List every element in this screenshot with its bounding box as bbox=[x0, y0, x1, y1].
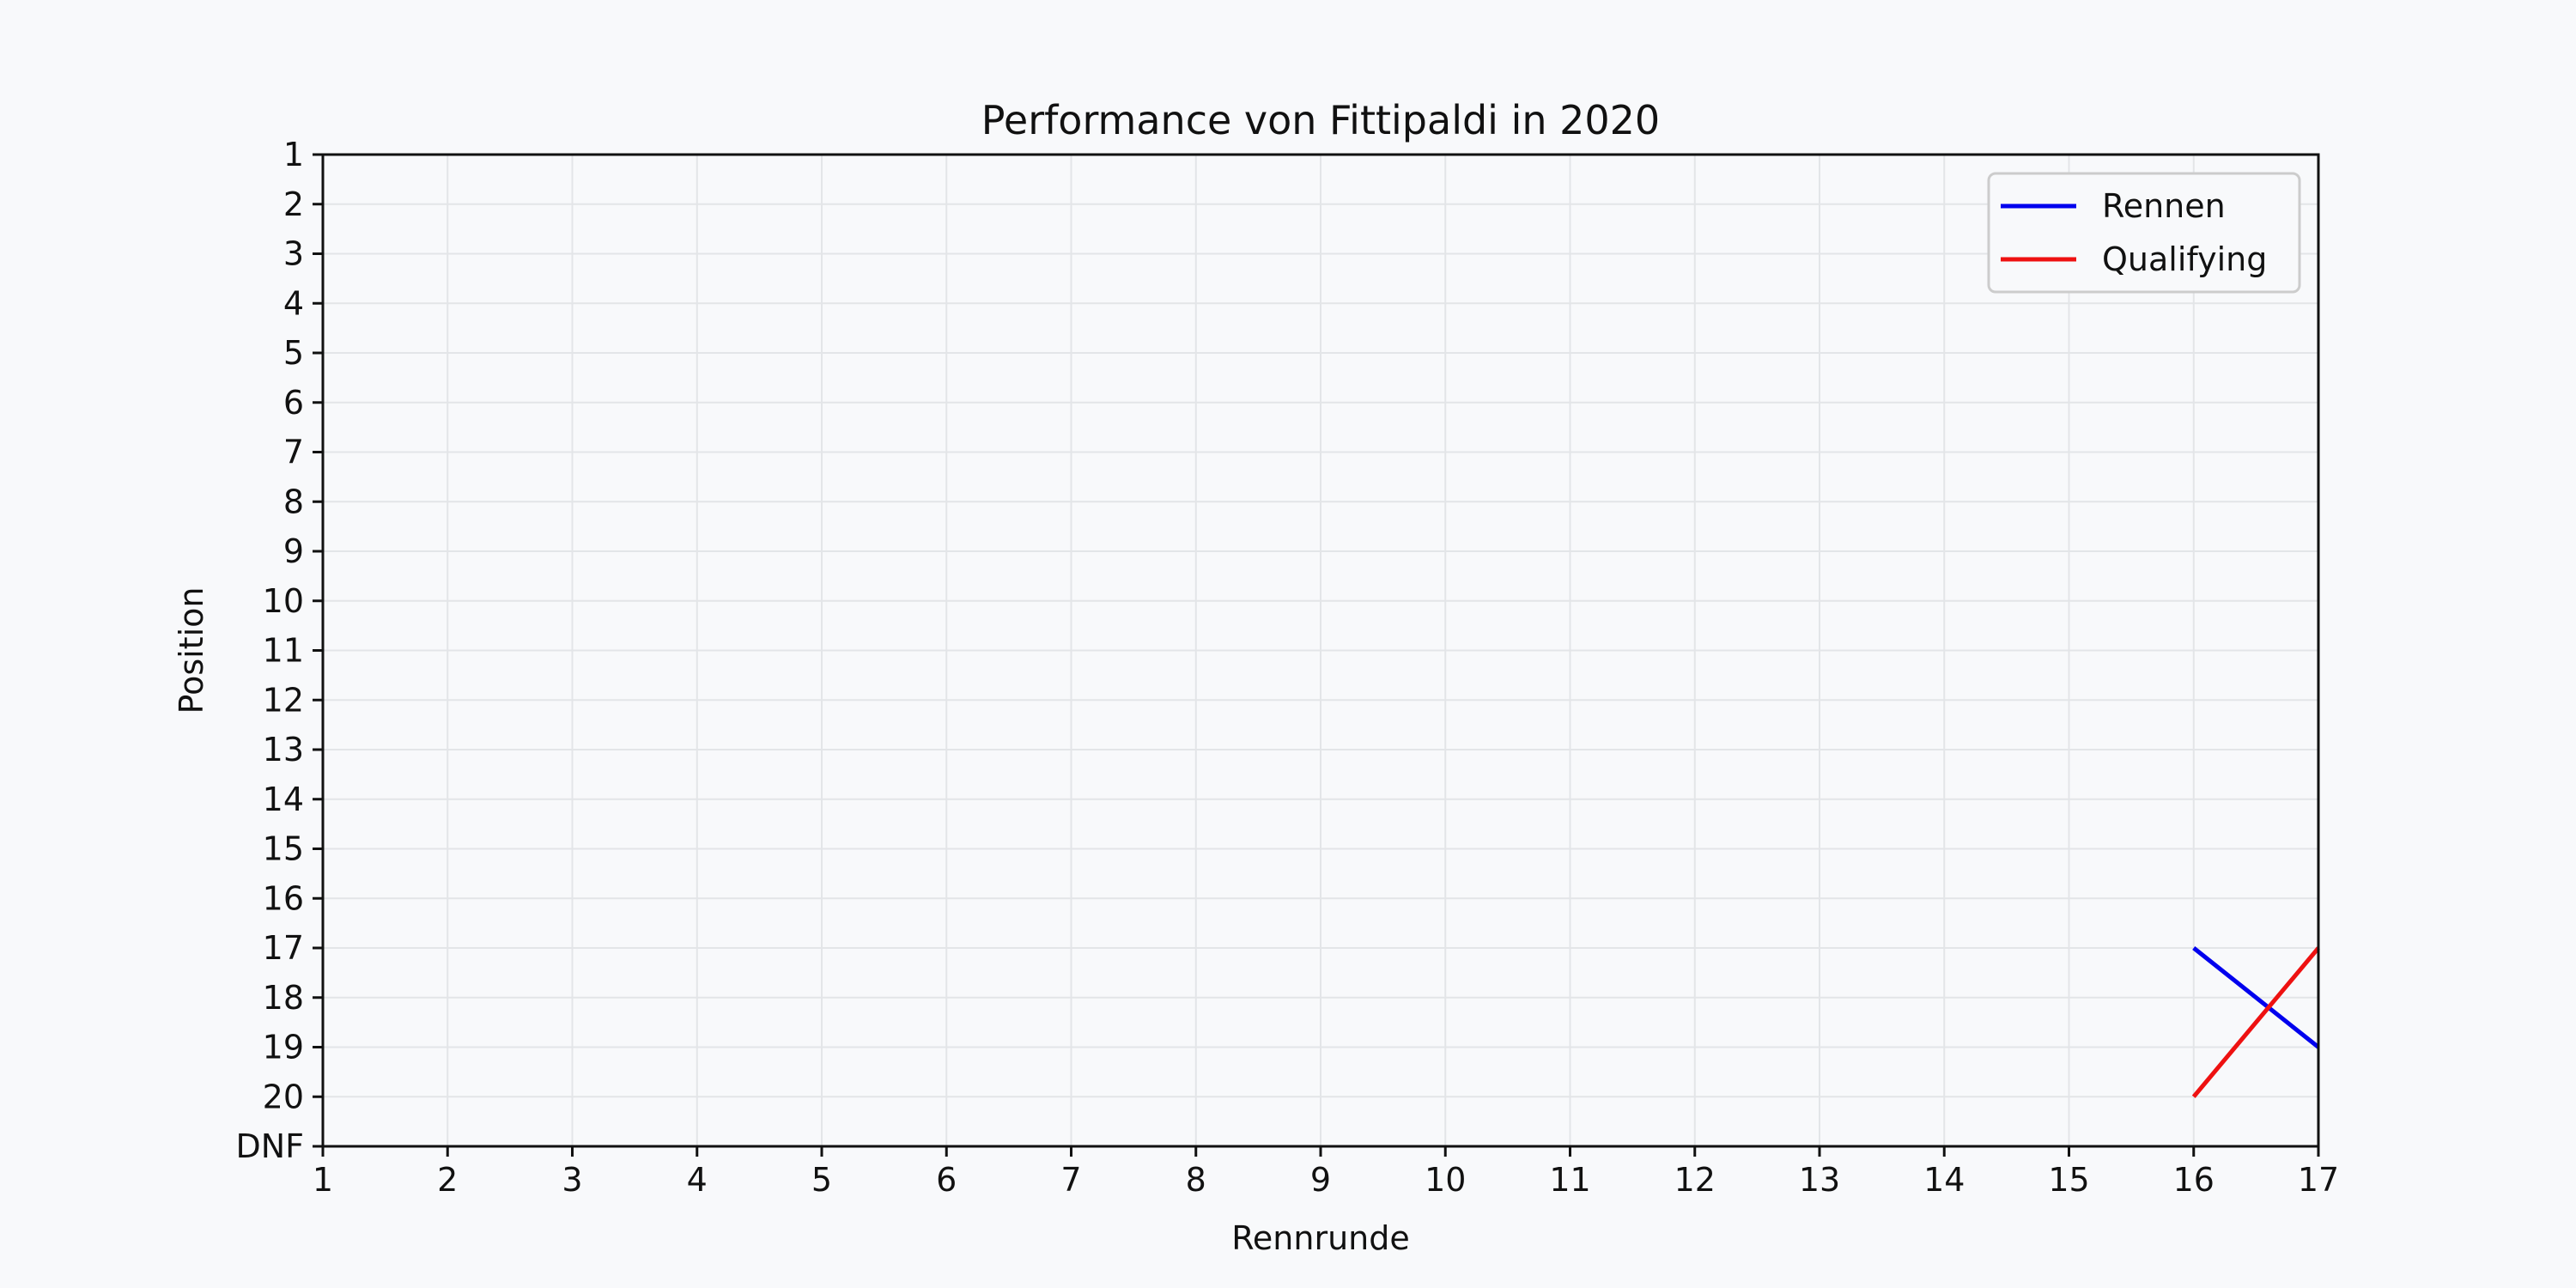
y-tick-label: 14 bbox=[263, 781, 304, 818]
series-line-qualifying bbox=[2191, 946, 2320, 1098]
x-tick-label: 14 bbox=[1923, 1161, 1965, 1199]
grid-lines bbox=[322, 154, 2319, 1147]
data-series bbox=[2191, 946, 2320, 1098]
y-axis-label: Position bbox=[173, 587, 210, 714]
legend-label-qualifying: Qualifying bbox=[2102, 240, 2267, 278]
y-tick-label: 19 bbox=[263, 1029, 304, 1066]
y-tick-label: 6 bbox=[283, 384, 304, 422]
y-tick-label: 10 bbox=[263, 582, 304, 620]
y-tick-label: 16 bbox=[263, 879, 304, 917]
y-tick-label: 1 bbox=[283, 136, 304, 173]
x-tick-label: 12 bbox=[1674, 1161, 1716, 1199]
x-tick-label: 6 bbox=[936, 1161, 957, 1199]
x-tick-label: 10 bbox=[1425, 1161, 1466, 1199]
x-tick-label: 1 bbox=[313, 1161, 333, 1199]
y-tick-label: 12 bbox=[263, 681, 304, 719]
y-tick-label: 20 bbox=[263, 1078, 304, 1115]
series-line-rennen bbox=[2192, 946, 2320, 1049]
x-tick-label: 7 bbox=[1060, 1161, 1081, 1199]
y-tick-label: DNF bbox=[235, 1127, 304, 1165]
y-tick-label: 15 bbox=[263, 830, 304, 868]
x-tick-label: 17 bbox=[2298, 1161, 2339, 1199]
y-tick-label: 9 bbox=[283, 532, 304, 570]
x-tick-label: 16 bbox=[2173, 1161, 2215, 1199]
x-tick-label: 5 bbox=[811, 1161, 832, 1199]
y-tick-label: 7 bbox=[283, 434, 304, 471]
y-tick-label: 18 bbox=[263, 979, 304, 1017]
legend-label-rennen: Rennen bbox=[2102, 187, 2226, 225]
legend: Rennen Qualifying bbox=[1987, 172, 2301, 294]
chart-title: Performance von Fittipaldi in 2020 bbox=[981, 97, 1660, 143]
y-tick-label: 5 bbox=[283, 334, 304, 372]
x-tick-label: 3 bbox=[562, 1161, 582, 1199]
legend-box bbox=[1987, 172, 2301, 294]
y-tick-label: 3 bbox=[283, 235, 304, 273]
x-tick-label: 11 bbox=[1549, 1161, 1590, 1199]
x-tick-label: 8 bbox=[1186, 1161, 1206, 1199]
x-tick-label: 13 bbox=[1799, 1161, 1840, 1199]
x-tick-label: 9 bbox=[1310, 1161, 1331, 1199]
y-tick-label: 11 bbox=[263, 632, 304, 670]
y-tick-label: 13 bbox=[263, 731, 304, 769]
x-axis-label: Rennrunde bbox=[1231, 1219, 1410, 1257]
y-tick-label: 17 bbox=[263, 929, 304, 967]
y-tick-label: 8 bbox=[283, 483, 304, 520]
y-tick-label: 2 bbox=[283, 185, 304, 223]
x-tick-label: 2 bbox=[437, 1161, 458, 1199]
x-axis-ticks: 1 2 3 4 5 6 7 8 9 10 11 12 13 14 15 16 17 bbox=[313, 1146, 2339, 1199]
x-tick-label: 4 bbox=[687, 1161, 708, 1199]
y-tick-label: 4 bbox=[283, 284, 304, 322]
x-tick-label: 15 bbox=[2048, 1161, 2089, 1199]
